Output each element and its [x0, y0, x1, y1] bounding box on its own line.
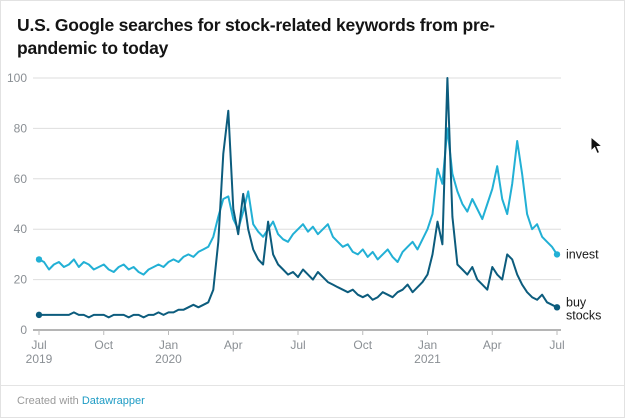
series-point-buy-stocks [553, 304, 561, 311]
x-axis-year-label: 2021 [414, 352, 441, 366]
y-axis-tick-label: 100 [7, 71, 27, 85]
y-axis-tick-label: 0 [20, 323, 27, 337]
y-axis-tick-label: 40 [14, 222, 28, 236]
x-axis-year-label: 2020 [155, 352, 182, 366]
x-axis-year-label: 2019 [26, 352, 53, 366]
series-label-invest: invest [566, 248, 599, 262]
datawrapper-link[interactable]: Datawrapper [81, 395, 145, 407]
x-axis-month-label: Apr [483, 338, 502, 352]
x-axis-month-label: Jan [159, 338, 178, 352]
series-point-buy-stocks [35, 311, 43, 319]
series-line-invest [38, 127, 558, 276]
chart-footer: Created with Datawrapper [1, 385, 624, 417]
x-axis-month-label: Apr [224, 338, 243, 352]
footer-text: Created with [17, 395, 79, 407]
x-axis-month-label: Oct [353, 338, 372, 352]
x-axis-month-label: Jul [549, 338, 564, 352]
x-axis-month-label: Jul [31, 338, 46, 352]
y-axis-tick-label: 20 [14, 273, 28, 287]
series-label-buy-stocks: buy stocks [566, 296, 601, 323]
x-axis-month-label: Jul [290, 338, 305, 352]
series-point-invest [553, 251, 561, 258]
chart-title: U.S. Google searches for stock-related k… [17, 15, 495, 59]
x-axis-month-label: Jan [418, 338, 437, 352]
series-line-buy-stocks [38, 77, 558, 319]
series-point-invest [35, 256, 43, 263]
x-axis-month-label: Oct [94, 338, 113, 352]
y-axis-tick-label: 60 [14, 172, 28, 186]
y-axis-tick-label: 80 [14, 122, 28, 136]
